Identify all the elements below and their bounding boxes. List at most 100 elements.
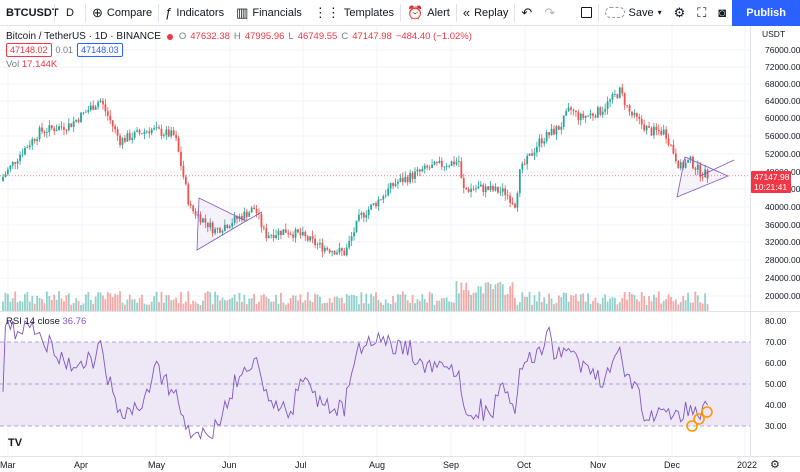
volume-bar [577,301,580,311]
volume-bar [562,292,565,311]
volume-bar [316,294,319,311]
buy-price[interactable]: 47148.03 [77,43,123,57]
templates-button[interactable]: ⋮⋮ Templates [308,0,400,26]
price-axis[interactable]: 76000.00 72000.00 68000.00 64000.00 60000.00… [750,26,800,456]
volume-bar [418,300,421,311]
volume-bar [414,303,416,311]
volume-bar [421,294,424,311]
snapshot-button[interactable]: ◙ [712,0,732,26]
candle-body [443,166,446,168]
volume-bar [331,302,334,311]
price-chart[interactable] [0,26,750,456]
candle-body [453,161,455,165]
candle-body [350,236,353,241]
volume-bar [416,299,419,311]
volume-bar [282,302,285,311]
candle-body [292,234,295,238]
cloud-icon [604,7,625,18]
candle-body [184,176,187,185]
replay-button[interactable]: « Replay [457,0,514,26]
candle-body [643,124,646,131]
volume-bar [326,302,329,311]
volume-bar [358,304,360,311]
candle-body [674,153,677,162]
candle-body [499,191,502,193]
indicators-button[interactable]: ƒ Indicators [159,0,230,26]
candle-body [409,172,412,183]
bar-countdown: 10:21:41 [754,182,788,192]
candle-body [553,128,555,135]
volume-bar [587,293,590,311]
price-tick-label: 24000.00 [765,273,800,283]
volume-bar [384,299,387,311]
volume-bar [165,295,168,311]
candle-body [31,139,34,146]
candle-body [75,119,78,122]
volume-bar [438,300,441,311]
candle-body [63,127,65,130]
volume-bar [443,298,446,311]
candle-body [501,188,504,192]
sell-price[interactable]: 47148.02 [6,43,52,57]
volume-bar [509,286,511,311]
volume-bar [175,297,177,311]
gear-icon[interactable]: ⚙ [770,459,780,471]
fullscreen-button[interactable]: ⛶ [691,0,712,26]
volume-bar [204,292,207,311]
volume-bar [450,302,453,311]
volume-bar [80,304,82,311]
time-tick-label: Apr [74,460,89,470]
time-axis[interactable]: Mar Apr May Jun Jul Aug Sep Oct Nov Dec 2022 [0,456,800,472]
candle-body [577,112,580,121]
candle-body [365,215,368,218]
settings-icon: ⚙ [673,5,686,20]
rsi-tick-label: 30.00 [765,421,787,431]
interval-button[interactable]: D [66,6,74,19]
volume-bar [672,301,675,311]
volume-bar [21,301,24,311]
volume-bar [604,294,607,311]
volume-bar [404,294,407,311]
compare-button[interactable]: ⊕ Compare [86,0,158,26]
candle-body [421,168,424,172]
symbol-title[interactable]: Bitcoin / TetherUS · 1D · BINANCE [6,31,161,42]
triangle-drawing [676,156,730,198]
alert-button[interactable]: ⏰ Alert [401,0,456,26]
save-button[interactable]: Save ▾ [599,0,668,26]
volume-bar [626,299,629,311]
volume-bar [372,296,375,311]
layout-button[interactable] [575,0,598,26]
candle-body [392,182,394,187]
volume-bar [84,294,87,311]
candle-body [255,209,258,213]
volume-bar [294,295,297,311]
volume-bar [153,296,156,311]
candle-body [323,247,326,252]
volume-bar [6,294,9,311]
candle-body [404,176,407,182]
candle-body [645,126,648,131]
volume-bar [77,300,80,311]
pane-separator[interactable] [0,311,800,312]
currency-label[interactable]: USDT [762,29,786,39]
symbol-search[interactable]: BTCUSDT [6,6,59,19]
rsi-tick-label: 60.00 [765,358,787,368]
candle-body [362,212,365,218]
volume-bar [287,303,290,311]
financials-button[interactable]: ▥ Financials [230,0,308,26]
volume-bar [58,291,60,311]
candle-body [177,138,180,152]
candle-body [165,129,168,136]
high-key: H [233,31,241,42]
candle-body [316,244,319,246]
candle-body [314,238,316,246]
undo-button[interactable]: ↶ [515,0,538,26]
publish-button[interactable]: Publish [732,0,800,26]
trend-line [245,211,263,222]
price-tick-label: 64000.00 [765,96,800,106]
redo-button[interactable]: ↷ [538,0,561,26]
settings-button[interactable]: ⚙ [668,0,692,26]
volume-bar [677,304,680,311]
candle-body [587,115,590,117]
candle-body [494,186,497,191]
